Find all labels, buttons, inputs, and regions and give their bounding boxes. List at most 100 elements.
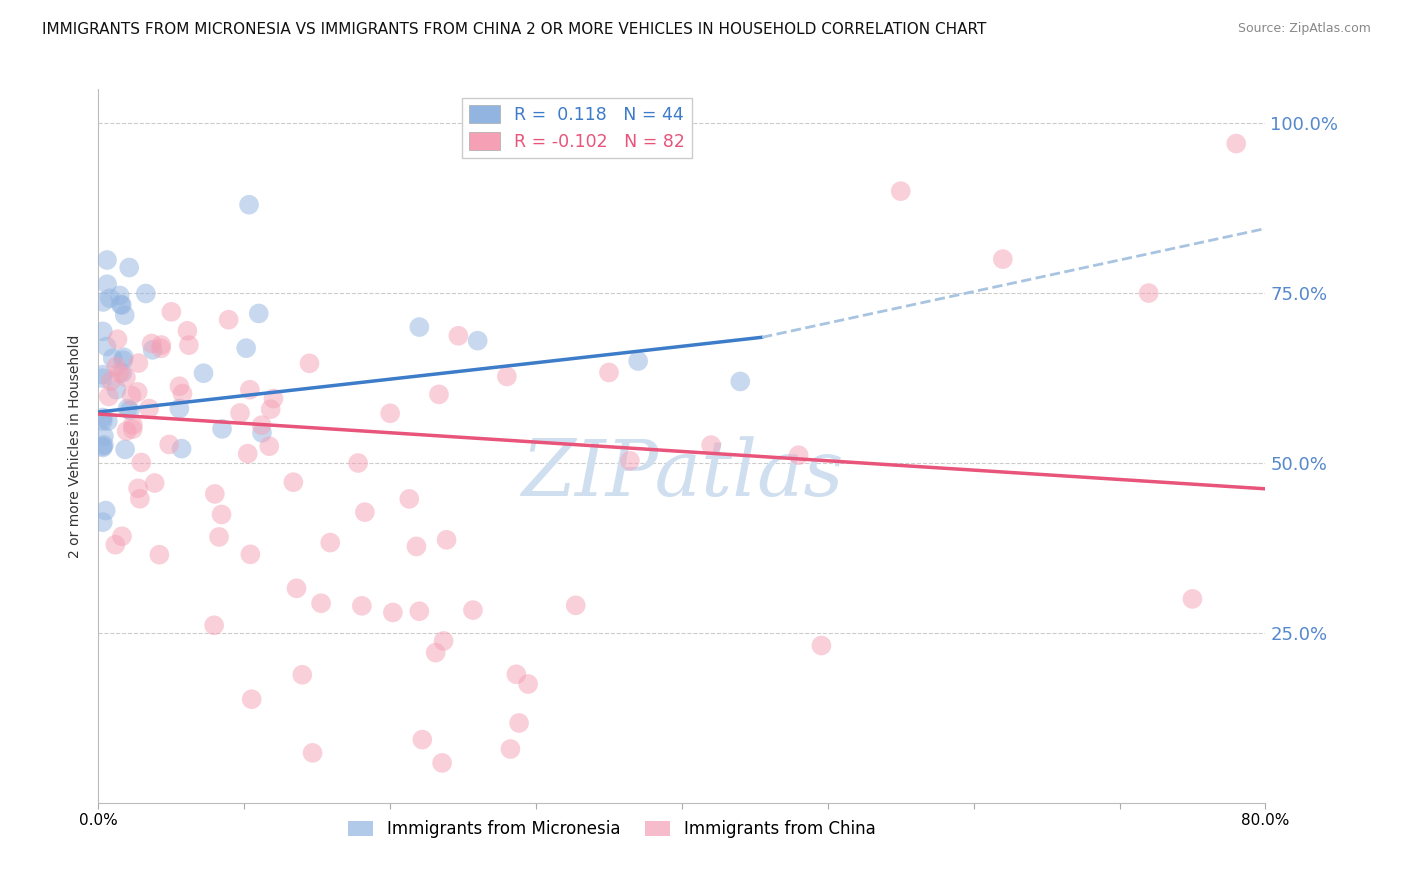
Point — [100, 374, 122, 388]
Point — [97, 389, 120, 403]
Point — [250, 425, 273, 440]
Point — [436, 533, 458, 547]
Point — [408, 320, 430, 334]
Point — [91, 324, 114, 338]
Point — [408, 604, 430, 618]
Point — [208, 530, 231, 544]
Point — [211, 508, 233, 522]
Point — [93, 438, 115, 452]
Point — [467, 334, 489, 348]
Text: Source: ZipAtlas.com: Source: ZipAtlas.com — [1237, 22, 1371, 36]
Point — [700, 438, 723, 452]
Point — [598, 366, 620, 380]
Point — [96, 339, 118, 353]
Point — [127, 481, 149, 495]
Point — [129, 455, 152, 469]
Legend: Immigrants from Micronesia, Immigrants from China: Immigrants from Micronesia, Immigrants f… — [342, 814, 882, 845]
Point — [211, 422, 233, 436]
Point — [149, 342, 172, 356]
Y-axis label: 2 or more Vehicles in Household: 2 or more Vehicles in Household — [69, 334, 83, 558]
Point — [97, 414, 120, 428]
Point — [128, 491, 150, 506]
Point — [169, 379, 191, 393]
Point — [262, 392, 284, 406]
Point — [115, 424, 138, 438]
Text: IMMIGRANTS FROM MICRONESIA VS IMMIGRANTS FROM CHINA 2 OR MORE VEHICLES IN HOUSEH: IMMIGRANTS FROM MICRONESIA VS IMMIGRANTS… — [42, 22, 987, 37]
Point — [107, 332, 129, 346]
Point — [433, 634, 456, 648]
Point — [238, 198, 260, 212]
Point — [177, 338, 200, 352]
Point — [627, 354, 650, 368]
Point — [496, 369, 519, 384]
Point — [229, 406, 252, 420]
Point — [108, 366, 131, 380]
Point — [112, 353, 135, 368]
Point — [193, 366, 215, 380]
Point — [411, 732, 433, 747]
Point — [91, 439, 114, 453]
Point — [91, 441, 114, 455]
Point — [127, 356, 149, 370]
Point — [112, 350, 135, 364]
Point — [91, 368, 114, 382]
Point — [991, 252, 1014, 266]
Point — [127, 384, 149, 399]
Point — [96, 277, 118, 292]
Point — [169, 401, 191, 416]
Point — [111, 366, 134, 380]
Point — [91, 295, 114, 310]
Point — [121, 388, 143, 402]
Point — [517, 677, 540, 691]
Point — [148, 548, 170, 562]
Point — [239, 383, 262, 397]
Point — [93, 429, 115, 443]
Point — [108, 288, 131, 302]
Point — [240, 692, 263, 706]
Point — [142, 343, 165, 357]
Point — [508, 716, 530, 731]
Point — [138, 401, 160, 416]
Point — [285, 582, 308, 596]
Point — [730, 375, 752, 389]
Point — [250, 418, 273, 433]
Point — [150, 338, 173, 352]
Point — [564, 599, 586, 613]
Point — [235, 341, 257, 355]
Point — [157, 437, 180, 451]
Point — [118, 403, 141, 417]
Point — [425, 646, 447, 660]
Point — [619, 454, 641, 468]
Point — [787, 448, 810, 462]
Point — [111, 529, 134, 543]
Point — [91, 371, 114, 385]
Point — [160, 305, 183, 319]
Text: ZIPatlas: ZIPatlas — [520, 436, 844, 513]
Point — [176, 324, 198, 338]
Point — [121, 422, 143, 436]
Point — [98, 291, 121, 305]
Point — [890, 184, 912, 198]
Point — [91, 410, 114, 425]
Point — [91, 515, 114, 529]
Point — [236, 447, 259, 461]
Point — [405, 540, 427, 554]
Point — [499, 742, 522, 756]
Point — [381, 606, 404, 620]
Point — [301, 746, 323, 760]
Point — [105, 383, 128, 397]
Point — [141, 336, 163, 351]
Point — [291, 667, 314, 681]
Point — [91, 414, 114, 428]
Point — [135, 286, 157, 301]
Point — [309, 596, 332, 610]
Point — [101, 351, 124, 366]
Point — [398, 491, 420, 506]
Point — [143, 475, 166, 490]
Point — [114, 308, 136, 322]
Point — [1137, 286, 1160, 301]
Point — [104, 538, 127, 552]
Point — [172, 386, 194, 401]
Point — [430, 756, 453, 770]
Point — [239, 547, 262, 561]
